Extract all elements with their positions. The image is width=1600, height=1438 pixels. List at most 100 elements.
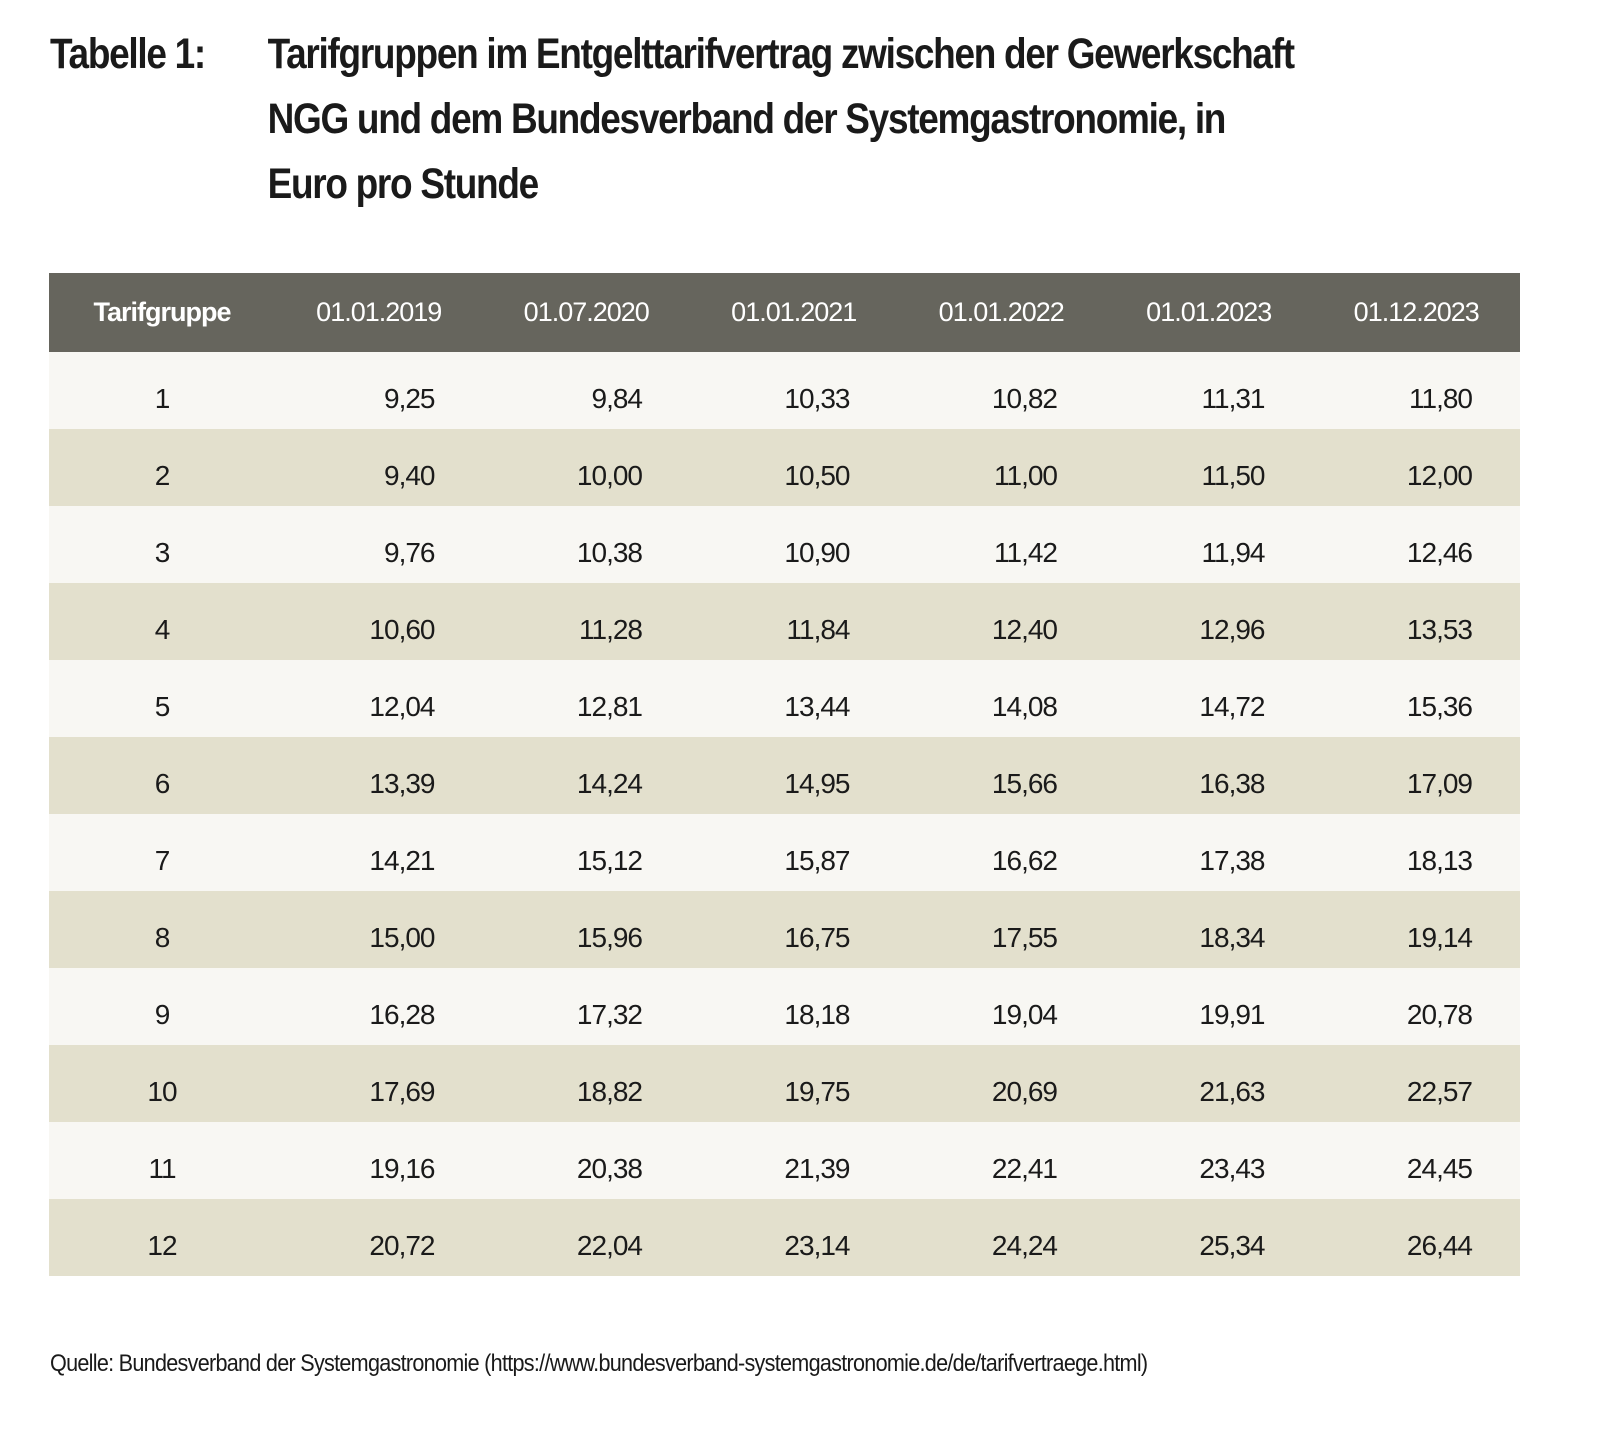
column-header-date: 01.01.2023 <box>1105 273 1313 352</box>
wage-cell: 22,41 <box>897 1122 1105 1199</box>
wage-cell: 24,45 <box>1312 1122 1520 1199</box>
cell-text: 10,60 <box>369 613 435 645</box>
column-header-date: 01.07.2020 <box>482 273 690 352</box>
cell-text: 13,53 <box>1406 613 1473 645</box>
wage-cell: 11,28 <box>482 583 690 660</box>
cell-text: 2 <box>154 459 171 491</box>
cell-text: 14,21 <box>369 844 435 876</box>
wage-cell: 17,38 <box>1105 814 1313 891</box>
cell-text: 8 <box>154 921 171 953</box>
wage-cell: 10,50 <box>690 429 898 506</box>
wage-cell: 16,38 <box>1105 737 1313 814</box>
cell-text: 11,84 <box>786 613 851 645</box>
cell-text: 11,00 <box>994 459 1058 491</box>
table-row: 6 13,39 14,24 14,95 15,66 16,38 17,09 <box>49 737 1520 814</box>
cell-text: 20,38 <box>576 1152 643 1184</box>
wage-cell: 14,24 <box>482 737 690 814</box>
wage-cell: 18,13 <box>1312 814 1520 891</box>
wage-cell: 19,14 <box>1312 891 1520 968</box>
cell-text: 19,75 <box>784 1075 850 1107</box>
tarifgruppe-cell: 11 <box>49 1122 275 1199</box>
wage-cell: 11,50 <box>1105 429 1313 506</box>
cell-text: 13,44 <box>784 690 850 722</box>
tarifgruppe-cell: 5 <box>49 660 275 737</box>
cell-text: 17,69 <box>369 1075 435 1107</box>
table-row: 5 12,04 12,81 13,44 14,08 14,72 15,36 <box>49 660 1520 737</box>
cell-text: 9 <box>154 998 171 1030</box>
header-row: Tarifgruppe 01.01.2019 01.07.2020 01.01.202… <box>49 273 1520 352</box>
wage-cell: 18,34 <box>1105 891 1313 968</box>
cell-text: 24,24 <box>991 1229 1058 1261</box>
cell-text: 4 <box>154 613 171 645</box>
table-row: 3 9,76 10,38 10,90 11,42 11,94 12,46 <box>49 506 1520 583</box>
cell-text: 23,14 <box>784 1229 850 1261</box>
cell-text: 22,57 <box>1406 1075 1473 1107</box>
wage-cell: 10,90 <box>690 506 898 583</box>
tarifgruppe-cell: 10 <box>49 1045 275 1122</box>
wage-cell: 21,39 <box>690 1122 898 1199</box>
cell-text: 20,69 <box>991 1075 1058 1107</box>
cell-text: 18,18 <box>784 998 850 1030</box>
table-number: Tabelle 1: <box>50 30 206 78</box>
wage-cell: 19,04 <box>897 968 1105 1045</box>
cell-text: 10,38 <box>576 536 643 568</box>
cell-text: 12,40 <box>991 613 1058 645</box>
wage-cell: 19,16 <box>275 1122 483 1199</box>
column-header-date: 01.01.2022 <box>897 273 1105 352</box>
cell-text: 9,40 <box>384 459 435 491</box>
wage-cell: 10,33 <box>690 352 898 429</box>
cell-text: 11,50 <box>1201 459 1266 491</box>
wage-cell: 17,69 <box>275 1045 483 1122</box>
cell-text: 22,41 <box>991 1152 1058 1184</box>
cell-text: 18,82 <box>576 1075 643 1107</box>
wage-cell: 13,53 <box>1312 583 1520 660</box>
cell-text: 19,91 <box>1199 998 1265 1030</box>
wage-cell: 11,84 <box>690 583 898 660</box>
cell-text: 21,63 <box>1199 1075 1265 1107</box>
cell-text: 9,25 <box>384 382 435 414</box>
wage-cell: 16,62 <box>897 814 1105 891</box>
cell-text: 10,82 <box>991 382 1058 414</box>
cell-text: 17,09 <box>1406 767 1473 799</box>
wage-cell: 23,14 <box>690 1199 898 1276</box>
cell-text: 18,13 <box>1406 844 1473 876</box>
cell-text: 25,34 <box>1199 1229 1265 1261</box>
cell-text: 17,32 <box>576 998 643 1030</box>
cell-text: 6 <box>154 767 171 799</box>
cell-text: 19,04 <box>991 998 1058 1030</box>
cell-text: 11,80 <box>1409 382 1473 414</box>
tariff-table: Tarifgruppe 01.01.2019 01.07.2020 01.01.202… <box>49 273 1520 1276</box>
cell-text: 12 <box>147 1229 177 1261</box>
cell-text: 23,43 <box>1199 1152 1265 1184</box>
column-header-tarifgruppe: Tarifgruppe <box>49 273 275 352</box>
wage-cell: 17,55 <box>897 891 1105 968</box>
table-row: 8 15,00 15,96 16,75 17,55 18,34 19,14 <box>49 891 1520 968</box>
wage-cell: 12,40 <box>897 583 1105 660</box>
wage-cell: 11,80 <box>1312 352 1520 429</box>
wage-cell: 14,95 <box>690 737 898 814</box>
wage-cell: 10,38 <box>482 506 690 583</box>
cell-text: 11,31 <box>1201 382 1266 414</box>
tarifgruppe-cell: 6 <box>49 737 275 814</box>
tarifgruppe-cell: 4 <box>49 583 275 660</box>
wage-cell: 18,18 <box>690 968 898 1045</box>
cell-text: 10,90 <box>784 536 850 568</box>
wage-cell: 15,36 <box>1312 660 1520 737</box>
tarifgruppe-cell: 2 <box>49 429 275 506</box>
table-caption: Tarifgruppen im Entgelttarifvertrag zwis… <box>267 30 1295 208</box>
cell-text: 12,04 <box>369 690 435 722</box>
wage-cell: 15,00 <box>275 891 483 968</box>
cell-text: 15,12 <box>576 844 643 876</box>
cell-text: 15,36 <box>1406 690 1473 722</box>
cell-text: 15,96 <box>576 921 643 953</box>
wage-cell: 13,44 <box>690 660 898 737</box>
tarifgruppe-cell: 8 <box>49 891 275 968</box>
cell-text: 16,75 <box>784 921 850 953</box>
cell-text: 15,66 <box>991 767 1058 799</box>
tarifgruppe-cell: 9 <box>49 968 275 1045</box>
wage-cell: 12,96 <box>1105 583 1313 660</box>
wage-cell: 11,42 <box>897 506 1105 583</box>
wage-cell: 9,76 <box>275 506 483 583</box>
wage-cell: 12,81 <box>482 660 690 737</box>
table-row: 11 19,16 20,38 21,39 22,41 23,43 24,45 <box>49 1122 1520 1199</box>
